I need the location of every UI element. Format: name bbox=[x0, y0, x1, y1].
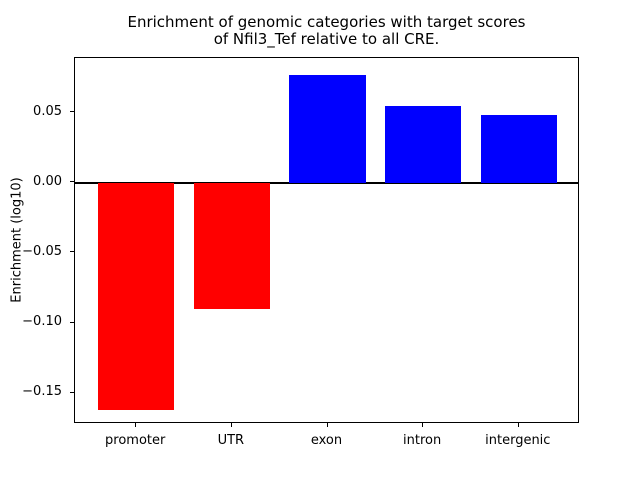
y-tick-mark bbox=[70, 181, 74, 183]
x-tick-label-intron: intron bbox=[403, 433, 442, 448]
x-tick-mark bbox=[135, 423, 137, 427]
x-tick-label-intergenic: intergenic bbox=[485, 433, 551, 448]
y-tick-mark bbox=[70, 321, 74, 323]
y-tick-mark bbox=[70, 251, 74, 253]
y-tick-mark bbox=[70, 391, 74, 393]
x-tick-label-UTR: UTR bbox=[217, 433, 245, 448]
y-tick-label: −0.05 bbox=[22, 243, 62, 259]
chart-title: Enrichment of genomic categories with ta… bbox=[127, 13, 526, 48]
x-tick-label-promoter: promoter bbox=[105, 433, 166, 448]
bar-UTR bbox=[193, 182, 271, 309]
zero-baseline bbox=[75, 181, 578, 184]
y-tick-label: −0.15 bbox=[22, 384, 62, 400]
y-tick-label: 0.05 bbox=[33, 103, 62, 119]
y-axis-label-text: Enrichment (log10) bbox=[9, 177, 25, 303]
x-tick-mark bbox=[230, 423, 232, 427]
x-tick-mark bbox=[422, 423, 424, 427]
x-tick-label-exon: exon bbox=[310, 433, 343, 448]
x-tick-mark bbox=[517, 423, 519, 427]
y-tick-mark bbox=[70, 111, 74, 113]
x-tick-mark bbox=[326, 423, 328, 427]
bar-intron bbox=[384, 105, 462, 183]
y-tick-label: −0.10 bbox=[22, 314, 62, 330]
y-tick-label: 0.00 bbox=[33, 173, 62, 189]
plot-area bbox=[74, 57, 579, 423]
bar-intergenic bbox=[480, 115, 558, 183]
bar-promoter bbox=[97, 182, 175, 410]
bar-exon bbox=[289, 74, 366, 183]
